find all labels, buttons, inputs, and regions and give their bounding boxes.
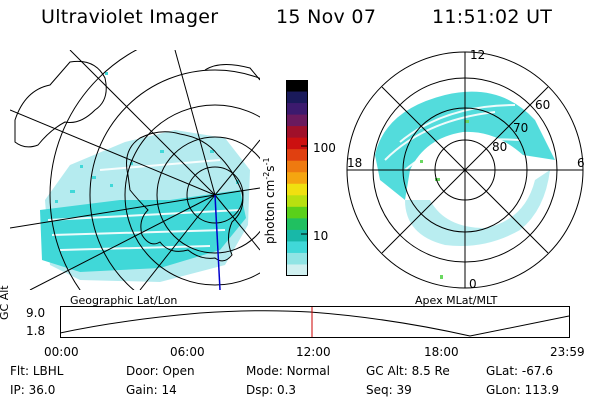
instrument-title: Ultraviolet Imager <box>41 6 219 28</box>
colorbar-segment <box>287 91 307 104</box>
timeline-ylabel: GC Alt <box>0 285 11 320</box>
colorbar-segment <box>287 195 307 208</box>
colorbar-segment <box>287 206 307 219</box>
spacecraft-meridian <box>214 194 221 290</box>
colorbar-segment <box>287 103 307 116</box>
colorbar-segment <box>287 252 307 266</box>
mlat-label-70: 70 <box>513 121 529 135</box>
footer-filter: Flt: LBHL <box>10 364 64 378</box>
colorbar-segment <box>287 241 307 254</box>
colorbar-segment <box>287 80 307 93</box>
apex-caption: Apex MLat/MLT <box>415 294 498 307</box>
timeline-tick-2359: 23:59 <box>550 345 585 359</box>
aurora-band <box>40 190 246 272</box>
date-label: 15 Nov 07 <box>276 6 377 28</box>
mlt-label-12: 12 <box>470 48 486 62</box>
altitude-curve <box>60 310 570 337</box>
footer-gain: Gain: 14 <box>126 383 177 397</box>
colorbar-segment <box>287 229 307 243</box>
colorbar-segment <box>287 114 307 127</box>
colorbar-segment <box>287 183 307 196</box>
footer-ip: IP: 36.0 <box>10 383 56 397</box>
altitude-timeline <box>60 306 570 338</box>
colorbar-segment <box>287 126 307 139</box>
aurora-streaks <box>384 104 521 171</box>
timeline-tick-0600: 06:00 <box>170 345 205 359</box>
aurora-oval <box>375 91 555 200</box>
colorbar-units-label: photon cm-2s-1 <box>262 157 277 244</box>
footer-dsp: Dsp: 0.3 <box>246 383 297 397</box>
footer-gc-alt: GC Alt: 8.5 Re <box>366 364 450 378</box>
footer-glon: GLon: 113.9 <box>486 383 559 397</box>
timeline-ymin: 1.8 <box>26 324 46 338</box>
footer-glat: GLat: -67.6 <box>486 364 553 378</box>
colorbar-segment <box>287 172 307 185</box>
colorbar <box>286 80 308 276</box>
latitude-circles <box>49 50 260 290</box>
mlt-label-18: 18 <box>347 156 363 170</box>
colorbar-segment <box>287 137 307 150</box>
colorbar-border <box>286 80 308 276</box>
mlt-label-0: 0 <box>469 277 477 291</box>
colorbar-segment <box>287 218 307 231</box>
coastline <box>126 131 244 262</box>
mlt-lines <box>347 52 583 288</box>
time-label: 11:51:02 UT <box>432 6 553 28</box>
meridians <box>10 50 260 290</box>
colorbar-tick-100: 100 <box>313 141 336 155</box>
geographic-map <box>10 50 260 290</box>
aurora-bright-spots <box>420 120 469 279</box>
colorbar-segment <box>287 149 307 162</box>
footer-seq: Seq: 39 <box>366 383 412 397</box>
colorbar-segment <box>287 264 307 276</box>
mlat-label-80: 80 <box>492 140 508 154</box>
mlat-label-60: 60 <box>535 98 551 112</box>
mlt-label-6: 6 <box>577 156 585 170</box>
timeline-tick-1200: 12:00 <box>296 345 331 359</box>
colorbar-tick-10: 10 <box>313 229 329 243</box>
footer-door: Door: Open <box>126 364 195 378</box>
footer-mode: Mode: Normal <box>246 364 330 378</box>
colorbar-segment <box>287 160 307 173</box>
continent-outline <box>14 60 107 148</box>
timeline-tick-0000: 00:00 <box>44 345 79 359</box>
continent-outline <box>204 64 260 81</box>
timeline-ymax: 9.0 <box>26 306 46 320</box>
apex-polar-plot <box>346 51 584 289</box>
geo-caption: Geographic Lat/Lon <box>70 294 178 307</box>
timeline-tick-1800: 18:00 <box>424 345 459 359</box>
